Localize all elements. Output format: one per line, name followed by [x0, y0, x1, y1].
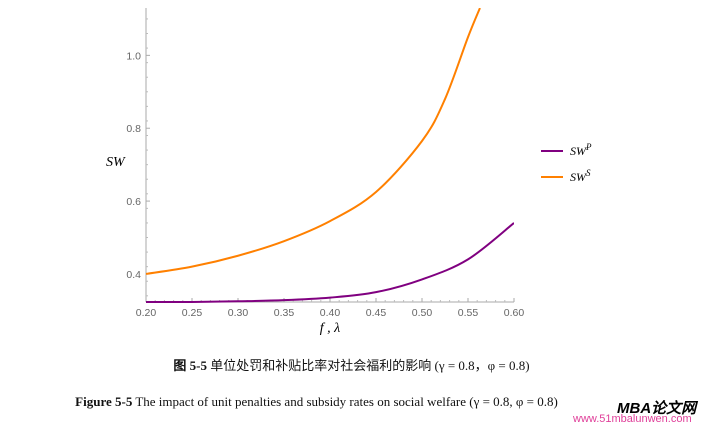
legend-label-superscript: S — [586, 168, 591, 178]
x-axis-label: f , λ — [320, 321, 340, 336]
series-line-p — [146, 222, 514, 304]
watermark-url: www.51mbalunwen.com — [573, 413, 692, 425]
caption-english: Figure 5-5 The impact of unit penalties … — [0, 394, 668, 410]
legend-label-base: SW — [570, 170, 587, 184]
x-tick-label: 0.20 — [136, 307, 157, 319]
legend-label: SWP — [570, 142, 592, 158]
x-tick-label: 0.55 — [458, 307, 479, 319]
legend-label-superscript: P — [585, 142, 592, 152]
legend-label: SWS — [570, 168, 591, 184]
x-tick-label: 0.45 — [366, 307, 387, 319]
y-tick-label: 0.6 — [126, 196, 141, 208]
y-tick-label: 1.0 — [126, 50, 141, 62]
caption-text: The impact of unit penalties and subsidy… — [132, 394, 558, 409]
caption-label: Figure 5-5 — [75, 394, 133, 409]
x-tick-label: 0.35 — [274, 307, 295, 319]
x-tick-label: 0.60 — [504, 307, 525, 319]
caption-label: 图 5-5 — [173, 358, 207, 373]
legend-label-base: SW — [570, 144, 587, 158]
y-axis-label: SW — [106, 155, 126, 170]
caption-text: 单位处罚和补贴比率对社会福利的影响 (γ = 0.8，φ = 0.8) — [207, 358, 530, 373]
x-tick-label: 0.40 — [320, 307, 341, 319]
series-line-s — [146, 8, 481, 275]
caption-chinese: 图 5-5 单位处罚和补贴比率对社会福利的影响 (γ = 0.8，φ = 0.8… — [0, 355, 703, 374]
y-tick-label: 0.8 — [126, 123, 141, 135]
y-tick-label: 0.4 — [126, 269, 141, 281]
x-tick-label: 0.30 — [228, 307, 249, 319]
x-tick-label: 0.25 — [182, 307, 203, 319]
x-tick-label: 0.50 — [412, 307, 433, 319]
watermark-brand: MBA论文网 — [617, 397, 697, 418]
